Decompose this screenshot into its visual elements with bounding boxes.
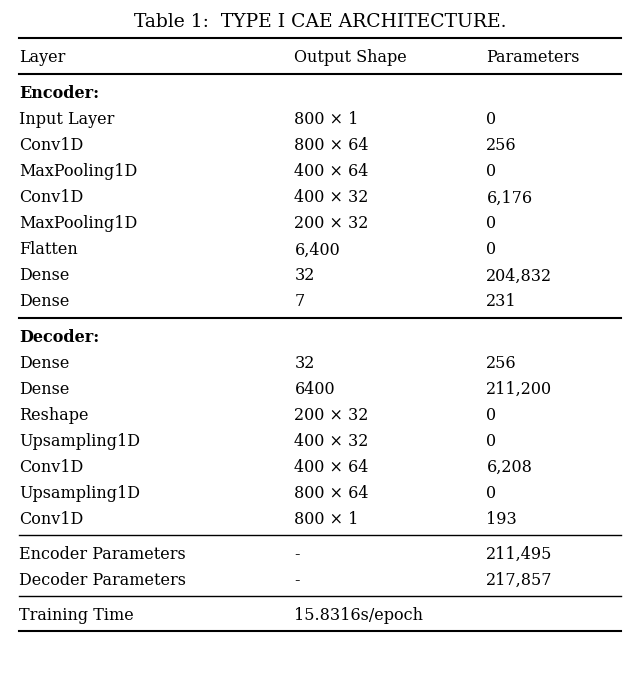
Text: MaxPooling1D: MaxPooling1D xyxy=(19,163,138,181)
Text: 0: 0 xyxy=(486,112,497,128)
Text: Dense: Dense xyxy=(19,355,70,372)
Text: Decoder Parameters: Decoder Parameters xyxy=(19,572,186,588)
Text: Dense: Dense xyxy=(19,381,70,397)
Text: 217,857: 217,857 xyxy=(486,572,553,588)
Text: Parameters: Parameters xyxy=(486,49,580,66)
Text: 400 × 64: 400 × 64 xyxy=(294,163,369,181)
Text: 204,832: 204,832 xyxy=(486,268,552,284)
Text: Conv1D: Conv1D xyxy=(19,459,83,475)
Text: Conv1D: Conv1D xyxy=(19,137,83,155)
Text: Dense: Dense xyxy=(19,293,70,310)
Text: 6,400: 6,400 xyxy=(294,241,340,259)
Text: 200 × 32: 200 × 32 xyxy=(294,406,369,424)
Text: 6,208: 6,208 xyxy=(486,459,532,475)
Text: 211,495: 211,495 xyxy=(486,546,553,562)
Text: 0: 0 xyxy=(486,163,497,181)
Text: 200 × 32: 200 × 32 xyxy=(294,215,369,232)
Text: 32: 32 xyxy=(294,268,315,284)
Text: 400 × 32: 400 × 32 xyxy=(294,190,369,206)
Text: -: - xyxy=(294,546,300,562)
Text: Upsampling1D: Upsampling1D xyxy=(19,433,140,450)
Text: Upsampling1D: Upsampling1D xyxy=(19,484,140,502)
Text: Dense: Dense xyxy=(19,268,70,284)
Text: 15.8316s/epoch: 15.8316s/epoch xyxy=(294,606,424,624)
Text: 0: 0 xyxy=(486,241,497,259)
Text: Table 1:  TYPE I CAE ARCHITECTURE.: Table 1: TYPE I CAE ARCHITECTURE. xyxy=(134,13,506,31)
Text: Input Layer: Input Layer xyxy=(19,112,115,128)
Text: Output Shape: Output Shape xyxy=(294,49,407,66)
Text: 0: 0 xyxy=(486,406,497,424)
Text: 32: 32 xyxy=(294,355,315,372)
Text: Layer: Layer xyxy=(19,49,65,66)
Text: 800 × 64: 800 × 64 xyxy=(294,484,369,502)
Text: Conv1D: Conv1D xyxy=(19,190,83,206)
Text: Decoder:: Decoder: xyxy=(19,328,99,346)
Text: Reshape: Reshape xyxy=(19,406,89,424)
Text: 193: 193 xyxy=(486,510,517,528)
Text: Conv1D: Conv1D xyxy=(19,510,83,528)
Text: Flatten: Flatten xyxy=(19,241,78,259)
Text: 800 × 64: 800 × 64 xyxy=(294,137,369,155)
Text: 0: 0 xyxy=(486,215,497,232)
Text: Encoder:: Encoder: xyxy=(19,86,99,102)
Text: 7: 7 xyxy=(294,293,305,310)
Text: 400 × 32: 400 × 32 xyxy=(294,433,369,450)
Text: 0: 0 xyxy=(486,433,497,450)
Text: 0: 0 xyxy=(486,484,497,502)
Text: 256: 256 xyxy=(486,137,517,155)
Text: 800 × 1: 800 × 1 xyxy=(294,510,359,528)
Text: 6,176: 6,176 xyxy=(486,190,532,206)
Text: 231: 231 xyxy=(486,293,517,310)
Text: Training Time: Training Time xyxy=(19,606,134,624)
Text: -: - xyxy=(294,572,300,588)
Text: 800 × 1: 800 × 1 xyxy=(294,112,359,128)
Text: 400 × 64: 400 × 64 xyxy=(294,459,369,475)
Text: 6400: 6400 xyxy=(294,381,335,397)
Text: Encoder Parameters: Encoder Parameters xyxy=(19,546,186,562)
Text: 211,200: 211,200 xyxy=(486,381,552,397)
Text: 256: 256 xyxy=(486,355,517,372)
Text: MaxPooling1D: MaxPooling1D xyxy=(19,215,138,232)
